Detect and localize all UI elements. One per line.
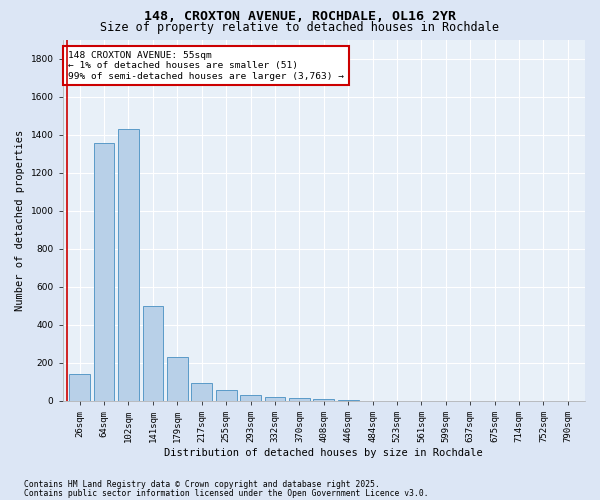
Text: Contains HM Land Registry data © Crown copyright and database right 2025.: Contains HM Land Registry data © Crown c… <box>24 480 380 489</box>
Bar <box>265 397 286 400</box>
Text: 148, CROXTON AVENUE, ROCHDALE, OL16 2YR: 148, CROXTON AVENUE, ROCHDALE, OL16 2YR <box>144 10 456 23</box>
Text: Contains public sector information licensed under the Open Government Licence v3: Contains public sector information licen… <box>24 488 428 498</box>
Bar <box>240 395 261 400</box>
Bar <box>313 399 334 400</box>
Bar <box>143 306 163 400</box>
Bar <box>118 129 139 400</box>
Bar <box>167 357 188 401</box>
Bar <box>216 390 236 400</box>
Bar <box>191 382 212 400</box>
X-axis label: Distribution of detached houses by size in Rochdale: Distribution of detached houses by size … <box>164 448 483 458</box>
Bar <box>94 142 115 400</box>
Bar <box>289 398 310 400</box>
Text: 148 CROXTON AVENUE: 55sqm
← 1% of detached houses are smaller (51)
99% of semi-d: 148 CROXTON AVENUE: 55sqm ← 1% of detach… <box>68 51 344 80</box>
Bar <box>69 374 90 400</box>
Y-axis label: Number of detached properties: Number of detached properties <box>15 130 25 311</box>
Text: Size of property relative to detached houses in Rochdale: Size of property relative to detached ho… <box>101 21 499 34</box>
